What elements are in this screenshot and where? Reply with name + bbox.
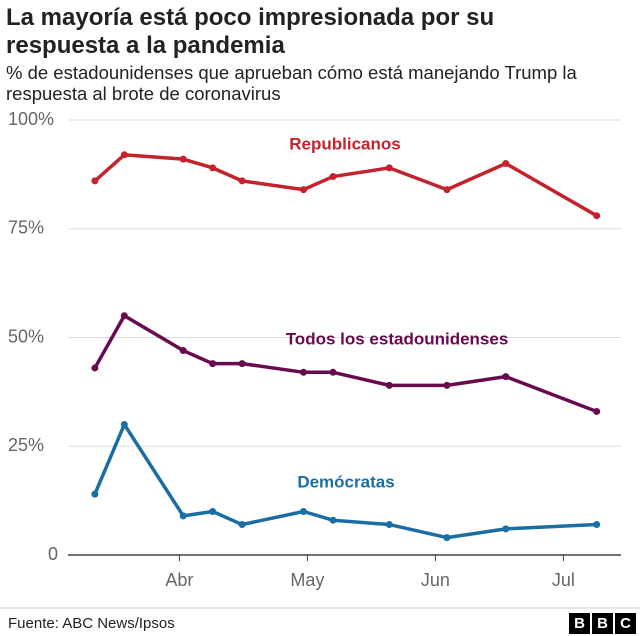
y-tick-label: 0 <box>48 544 58 564</box>
x-tick-label: May <box>290 570 324 590</box>
point <box>329 173 337 181</box>
point <box>238 177 246 185</box>
point <box>385 521 393 529</box>
point <box>385 381 393 389</box>
x-tick-label: Jul <box>552 570 575 590</box>
chart-title: La mayoría está poco impresionada por su… <box>6 4 495 59</box>
point <box>91 490 99 498</box>
logo-letter: B <box>574 615 585 632</box>
point <box>502 160 510 167</box>
y-tick-label: 75% <box>8 218 44 238</box>
point <box>179 512 187 520</box>
point <box>120 421 128 428</box>
point <box>238 521 246 529</box>
point <box>300 368 308 376</box>
logo-letter: C <box>620 615 631 632</box>
y-tick-label: 25% <box>8 435 44 455</box>
point <box>179 155 187 163</box>
series-label: Demócratas <box>297 472 394 491</box>
point <box>91 364 99 372</box>
series-label: Todos los estadounidenses <box>286 329 509 348</box>
point <box>120 151 128 159</box>
point <box>593 521 601 529</box>
point <box>385 164 393 172</box>
logo-letter: B <box>597 615 608 632</box>
point <box>300 508 308 515</box>
logo-block <box>592 613 613 634</box>
point <box>593 212 601 220</box>
series-label: Republicanos <box>289 134 400 153</box>
y-tick-label: 50% <box>8 326 44 346</box>
point <box>91 177 99 185</box>
point <box>502 525 510 533</box>
logo-block <box>569 613 590 634</box>
point <box>593 407 601 415</box>
point <box>209 360 217 368</box>
point <box>209 508 217 515</box>
point <box>120 312 128 320</box>
point <box>443 186 451 194</box>
series-line <box>93 153 598 218</box>
point <box>329 368 337 376</box>
x-tick-label: Abr <box>165 570 193 590</box>
x-tick-label: Jun <box>421 570 450 590</box>
point <box>179 347 187 355</box>
point <box>329 516 337 524</box>
point <box>443 534 451 542</box>
point <box>300 186 308 194</box>
point <box>209 164 217 172</box>
chart-subtitle: % de estadounidenses que aprueban cómo e… <box>6 62 577 104</box>
source: Fuente: ABC News/Ipsos <box>8 615 175 632</box>
point <box>443 381 451 389</box>
y-tick-label: 100% <box>8 109 54 129</box>
point <box>502 373 510 381</box>
logo-block <box>615 613 636 634</box>
point <box>238 360 246 368</box>
